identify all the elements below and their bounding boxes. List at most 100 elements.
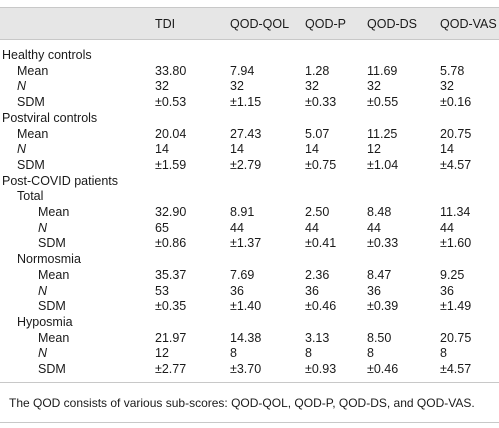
table-cell: ±0.86 (155, 236, 187, 251)
row-label: SDM (17, 157, 45, 172)
table-cell: 8.47 (367, 267, 392, 282)
table-cell: 32 (230, 79, 244, 94)
table-cell: 1.28 (305, 63, 330, 78)
table-cell: 14 (305, 142, 319, 157)
column-header-qod-vas: QOD-VAS (440, 17, 497, 31)
table-cell: 11.69 (367, 63, 398, 78)
table-cell: 32 (155, 79, 169, 94)
row-label: SDM (38, 236, 66, 251)
table-cell: ±1.04 (367, 157, 399, 172)
table-cell: 20.75 (440, 126, 472, 141)
row-label: SDM (38, 299, 66, 314)
table-cell: 12 (367, 142, 381, 157)
table-cell: 7.69 (230, 267, 255, 282)
table-cell: 44 (230, 220, 244, 235)
row-label: Mean (38, 330, 70, 345)
row-label: SDM (38, 362, 66, 376)
row-label: Hyposmia (17, 314, 73, 329)
table-cell: ±0.39 (367, 299, 399, 314)
row-label: Mean (17, 126, 49, 141)
table-cell: 36 (440, 283, 454, 298)
table-cell: ±1.15 (230, 95, 262, 110)
table-cell: ±3.70 (230, 362, 262, 376)
table-cell: ±0.46 (367, 362, 399, 376)
row-label: Postviral controls (2, 110, 98, 125)
row-label: N (38, 220, 48, 235)
column-header-qod-p: QOD-P (305, 17, 346, 31)
table-cell: 5.78 (440, 63, 465, 78)
table-cell: 27.43 (230, 126, 262, 141)
row-label: SDM (17, 95, 45, 110)
table-cell: 14.38 (230, 330, 262, 345)
table-cell: ±0.75 (305, 157, 337, 172)
table-cell: 32.90 (155, 205, 187, 219)
table-header (0, 7, 499, 40)
table-cell: 8.50 (367, 330, 392, 345)
row-label: N (38, 283, 48, 298)
table-cell: 12 (155, 346, 169, 361)
table-cell: 2.50 (305, 205, 330, 219)
table-cell: 14 (230, 142, 244, 157)
table-cell: ±1.60 (440, 236, 472, 251)
table-cell: 35.37 (155, 267, 187, 282)
row-label: Mean (38, 205, 70, 219)
table-cell: ±1.40 (230, 299, 262, 314)
table-cell: 8 (305, 346, 312, 361)
table-cell: 36 (367, 283, 381, 298)
table-cell: ±2.77 (155, 362, 187, 376)
table-cell: 11.34 (440, 205, 471, 219)
table-cell: 20.04 (155, 126, 187, 141)
table-cell: 14 (155, 142, 169, 157)
row-label: N (17, 79, 27, 94)
table-cell: ±0.35 (155, 299, 187, 314)
table-cell: 8.48 (367, 205, 392, 219)
table-cell: 5.07 (305, 126, 330, 141)
table-cell: ±2.79 (230, 157, 262, 172)
column-header-qod-ds: QOD-DS (367, 17, 417, 31)
row-label: Post-COVID patients (2, 173, 119, 188)
table-cell: 9.25 (440, 267, 465, 282)
table-cell: ±0.16 (440, 95, 472, 110)
table-cell: 36 (305, 283, 319, 298)
table-cell: 33.80 (155, 63, 187, 78)
row-label: N (38, 346, 48, 361)
table-cell: ±0.41 (305, 236, 337, 251)
footer-divider (0, 382, 499, 383)
table-cell: 11.25 (367, 126, 398, 141)
table-cell: ±1.59 (155, 157, 187, 172)
table-cell: ±1.37 (230, 236, 262, 251)
table-cell: 20.75 (440, 330, 472, 345)
row-label: Normosmia (17, 252, 81, 267)
table-cell: 44 (440, 220, 454, 235)
row-label: N (17, 142, 27, 157)
row-label: Total (17, 189, 44, 204)
table-cell: 32 (440, 79, 454, 94)
table-cell: ±0.55 (367, 95, 399, 110)
table-cell: 7.94 (230, 63, 255, 78)
table-cell: 36 (230, 283, 244, 298)
row-label: Mean (17, 63, 49, 78)
table-cell: 53 (155, 283, 169, 298)
column-header-qod-qol: QOD-QOL (230, 17, 290, 31)
table-cell: 8 (367, 346, 374, 361)
table-cell: 3.13 (305, 330, 330, 345)
table-footnote: The QOD consists of various sub-scores: … (9, 396, 475, 410)
table-cell: 21.97 (155, 330, 187, 345)
table-cell: 32 (367, 79, 381, 94)
column-header-tdi: TDI (155, 17, 176, 31)
table-cell: ±0.46 (305, 299, 337, 314)
table-cell: 2.36 (305, 267, 330, 282)
row-label: Healthy controls (2, 48, 92, 62)
table-cell: 8 (230, 346, 237, 361)
bottom-divider (0, 422, 499, 423)
table-cell: ±0.93 (305, 362, 337, 376)
table-cell: ±0.33 (367, 236, 399, 251)
table-cell: ±4.57 (440, 362, 472, 376)
table-cell: 8.91 (230, 205, 255, 219)
row-label: Mean (38, 267, 70, 282)
table-cell: 44 (367, 220, 381, 235)
table-cell: 32 (305, 79, 319, 94)
table-cell: 65 (155, 220, 169, 235)
table-cell: ±4.57 (440, 157, 472, 172)
table-cell: 14 (440, 142, 454, 157)
